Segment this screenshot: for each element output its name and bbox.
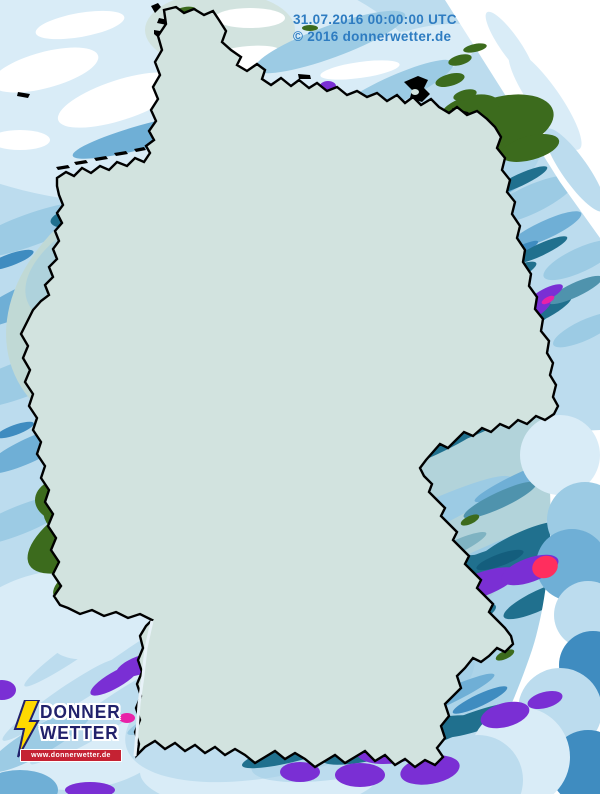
lightning-icon (13, 700, 41, 758)
logo-wordmark: DONNER WETTER (40, 702, 121, 744)
rhine-border-light (133, 620, 154, 757)
logo-url-banner[interactable]: www.donnerwetter.de (20, 749, 122, 762)
logo-word-2: WETTER (40, 723, 119, 743)
map-header: 31.07.2016 00:00:00 UTC © 2016 donnerwet… (293, 11, 457, 45)
copyright-label: © 2016 donnerwetter.de (293, 29, 452, 44)
timestamp-label: 31.07.2016 00:00:00 UTC (293, 12, 457, 27)
logo-word-1: DONNER (40, 702, 121, 722)
radar-edge-scallops (433, 415, 600, 794)
